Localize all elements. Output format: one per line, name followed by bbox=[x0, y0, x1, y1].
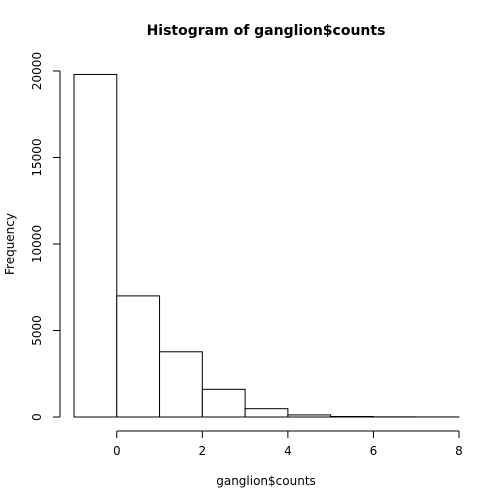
x-tick-label: 6 bbox=[370, 444, 378, 458]
y-axis-label: Frequency bbox=[3, 213, 17, 275]
histogram-bar bbox=[244, 408, 289, 418]
x-tick-label: 4 bbox=[284, 444, 292, 458]
y-axis: 0 5000 10000 15000 20000 bbox=[30, 52, 61, 421]
x-tick-label: 0 bbox=[113, 444, 121, 458]
y-tick-label: 5000 bbox=[30, 315, 44, 346]
bars-group bbox=[73, 73, 460, 418]
x-axis-label: ganglion$counts bbox=[216, 474, 316, 488]
y-tick-label: 20000 bbox=[30, 52, 44, 90]
y-tick-label: 0 bbox=[30, 413, 44, 421]
histogram-bar bbox=[287, 414, 332, 418]
x-tick-label: 2 bbox=[199, 444, 207, 458]
histogram-bar bbox=[159, 351, 203, 418]
x-axis: 0 2 4 6 8 bbox=[113, 430, 463, 458]
histogram-bar bbox=[73, 73, 118, 418]
histogram-bar bbox=[330, 415, 374, 418]
y-tick-label: 15000 bbox=[30, 138, 44, 176]
y-tick-label: 10000 bbox=[30, 225, 44, 263]
histogram-bar bbox=[116, 295, 161, 418]
chart-title: Histogram of ganglion$counts bbox=[147, 23, 386, 39]
histogram-bar bbox=[201, 388, 246, 418]
x-tick-label: 8 bbox=[455, 444, 463, 458]
